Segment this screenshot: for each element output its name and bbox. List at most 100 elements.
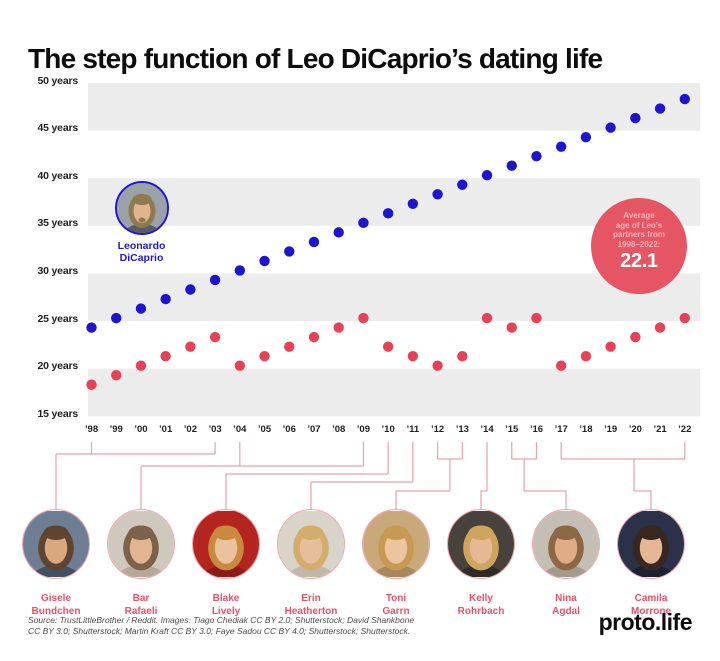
partner-name: Nina Agdal	[523, 592, 609, 618]
leo-age-dot	[135, 303, 147, 314]
leo-age-dot	[457, 179, 468, 190]
connector-line	[140, 442, 365, 510]
leo-age-dot	[630, 112, 641, 124]
partner-age-dot	[308, 331, 320, 343]
y-axis-label: 30 years	[37, 264, 79, 277]
partner-age-dot	[654, 322, 666, 333]
partner-item: Gisele Bundchen	[13, 509, 99, 618]
page-title: The step function of Leo DiCaprio’s dati…	[28, 42, 603, 74]
partner-name-line1: Toni	[385, 593, 407, 604]
partner-photo	[192, 509, 260, 579]
partner-photo	[532, 509, 600, 579]
partner-age-dot	[185, 341, 196, 352]
partner-age-dot	[382, 341, 394, 352]
leo-age-dot	[679, 93, 690, 105]
partner-age-dot	[284, 341, 295, 352]
callout-line: 1998–2022:	[617, 239, 661, 249]
leo-label: Leonardo DiCaprio	[96, 240, 187, 264]
avatar-illustration	[618, 511, 684, 577]
connector-line	[395, 442, 463, 510]
average-age-value: 22.1	[620, 250, 658, 272]
partner-name-line1: Kelly	[469, 593, 493, 604]
leo-age-dot	[160, 293, 171, 305]
callout-text: Average age of Leo’s partners from 1998–…	[591, 198, 687, 249]
connector-line	[225, 442, 389, 510]
partner-age-dot	[605, 341, 616, 352]
average-age-callout: Average age of Leo’s partners from 1998–…	[591, 198, 687, 294]
partner-name: Kelly Rohrbach	[438, 592, 524, 618]
x-axis-label: ’04	[233, 424, 247, 435]
partner-photo	[22, 509, 90, 579]
connector-line	[511, 442, 567, 510]
partner-photo	[107, 509, 175, 579]
partner-age-dot	[86, 379, 97, 390]
x-axis-label: ’09	[356, 424, 371, 435]
x-axis-label: ’06	[282, 424, 296, 435]
x-axis-label: ’08	[332, 424, 346, 435]
x-axis-label: ’98	[84, 424, 99, 435]
partner-item: Toni Garrn	[353, 509, 439, 618]
connector-line	[480, 442, 488, 510]
avatar-illustration	[448, 511, 514, 577]
leo-age-dot	[580, 131, 592, 143]
partner-item: Bar Rafaeli	[98, 509, 184, 618]
leo-age-dot	[555, 141, 567, 152]
callout-line: age of Leo’s	[615, 220, 663, 230]
y-axis-label: 40 years	[37, 169, 79, 182]
partner-item: Nina Agdal	[523, 509, 609, 618]
y-axis-label: 15 years	[37, 407, 79, 420]
partner-item: Kelly Rohrbach	[438, 509, 524, 618]
x-axis-label: ’19	[604, 424, 618, 435]
y-axis-label: 20 years	[37, 360, 79, 373]
source-line1: Source: TrustLittleBrother / Reddit. Ima…	[28, 615, 415, 625]
y-axis-label: 50 years	[37, 74, 79, 87]
partner-age-dot	[630, 331, 641, 343]
leo-age-dot	[185, 284, 196, 295]
source-credit: Source: TrustLittleBrother / Reddit. Ima…	[28, 615, 448, 637]
partner-age-dot	[457, 350, 468, 362]
x-axis-label: ’22	[678, 424, 692, 435]
partner-name-line2: Morrone	[631, 606, 671, 617]
partner-age-dot	[481, 312, 493, 324]
x-axis-label: ’18	[579, 424, 593, 435]
partner-photo	[617, 509, 685, 579]
leo-photo	[114, 181, 169, 235]
partner-age-dot	[432, 360, 443, 371]
y-axis-label: 45 years	[37, 122, 79, 135]
leo-age-dot	[358, 217, 369, 229]
partner-age-dot	[506, 322, 517, 333]
x-axis-label: ’16	[529, 424, 544, 435]
partner-name-line2: Garrn	[382, 606, 410, 617]
connector-line	[310, 442, 414, 510]
leo-age-dot	[407, 198, 419, 209]
partner-name-line2: Rafaeli	[124, 606, 158, 617]
leo-age-dot	[308, 236, 320, 248]
avatar-illustration	[193, 511, 259, 577]
partner-age-dot	[160, 350, 171, 362]
avatar-illustration	[108, 511, 174, 577]
connector-line	[560, 442, 686, 510]
partner-name: Camila Morrone	[608, 592, 694, 618]
x-axis-label: ’05	[257, 424, 272, 435]
partner-name-line1: Bar	[132, 593, 150, 604]
grid-band	[88, 368, 700, 417]
partner-item: Blake Lively	[183, 509, 269, 618]
x-axis-label: ’01	[159, 424, 173, 435]
partner-age-dot	[234, 360, 246, 371]
partner-name: Bar Rafaeli	[98, 592, 184, 618]
partner-name: Erin Heatherton	[268, 592, 354, 618]
partner-age-dot	[580, 350, 592, 362]
grid-band	[88, 83, 700, 131]
y-axis-label: 35 years	[37, 217, 79, 230]
x-axis-label: ’13	[455, 424, 469, 435]
leo-age-dot	[86, 322, 97, 333]
connector-line	[55, 442, 216, 510]
partner-age-dot	[679, 312, 690, 324]
leo-age-dot	[333, 227, 344, 238]
partner-age-dot	[531, 312, 542, 324]
x-axis-label: ’12	[430, 424, 445, 435]
leo-age-dot	[432, 189, 443, 200]
x-axis-label: ’21	[653, 424, 667, 435]
callout-line: partners from	[612, 230, 665, 239]
